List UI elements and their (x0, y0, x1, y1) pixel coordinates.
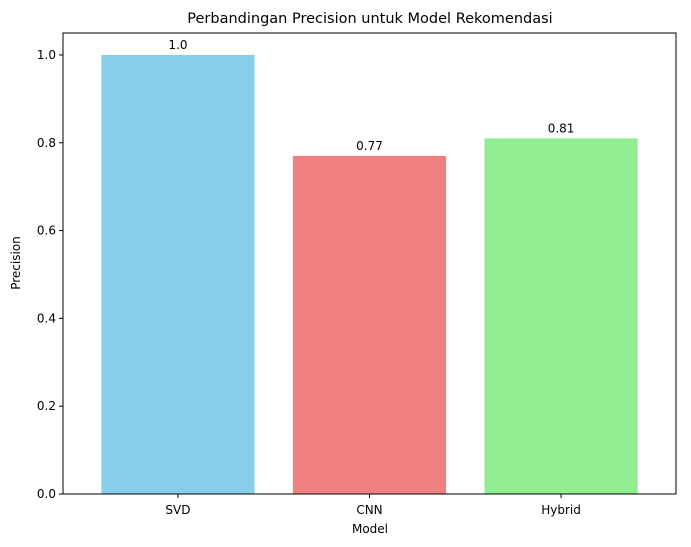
bars-group: 1.0 0.77 0.81 (101, 38, 638, 494)
y-axis-ticks: 0.0 0.2 0.4 0.6 0.8 1.0 (37, 48, 63, 501)
bar-cnn (292, 155, 447, 494)
x-tick-label: CNN (356, 503, 382, 517)
bar-hybrid (484, 138, 638, 494)
y-tick-label: 0.6 (37, 224, 56, 238)
bar-value-label: 1.0 (168, 38, 187, 52)
bar-value-label: 0.77 (356, 139, 383, 153)
chart-title: Perbandingan Precision untuk Model Rekom… (187, 11, 552, 27)
y-tick-label: 0.2 (37, 399, 56, 413)
y-tick-label: 1.0 (37, 48, 56, 62)
x-tick-label: Hybrid (541, 503, 581, 517)
bar-value-label: 0.81 (548, 121, 575, 135)
plot-frame (62, 32, 677, 495)
y-tick-label: 0.0 (37, 487, 56, 501)
bar-svd (101, 54, 255, 494)
x-axis-ticks: SVD CNN Hybrid (165, 494, 581, 517)
x-tick-label: SVD (165, 503, 190, 517)
y-axis-label: Precision (9, 236, 23, 290)
x-axis-label: Model (352, 522, 388, 536)
y-tick-label: 0.4 (37, 311, 56, 325)
y-tick-label: 0.8 (37, 136, 56, 150)
